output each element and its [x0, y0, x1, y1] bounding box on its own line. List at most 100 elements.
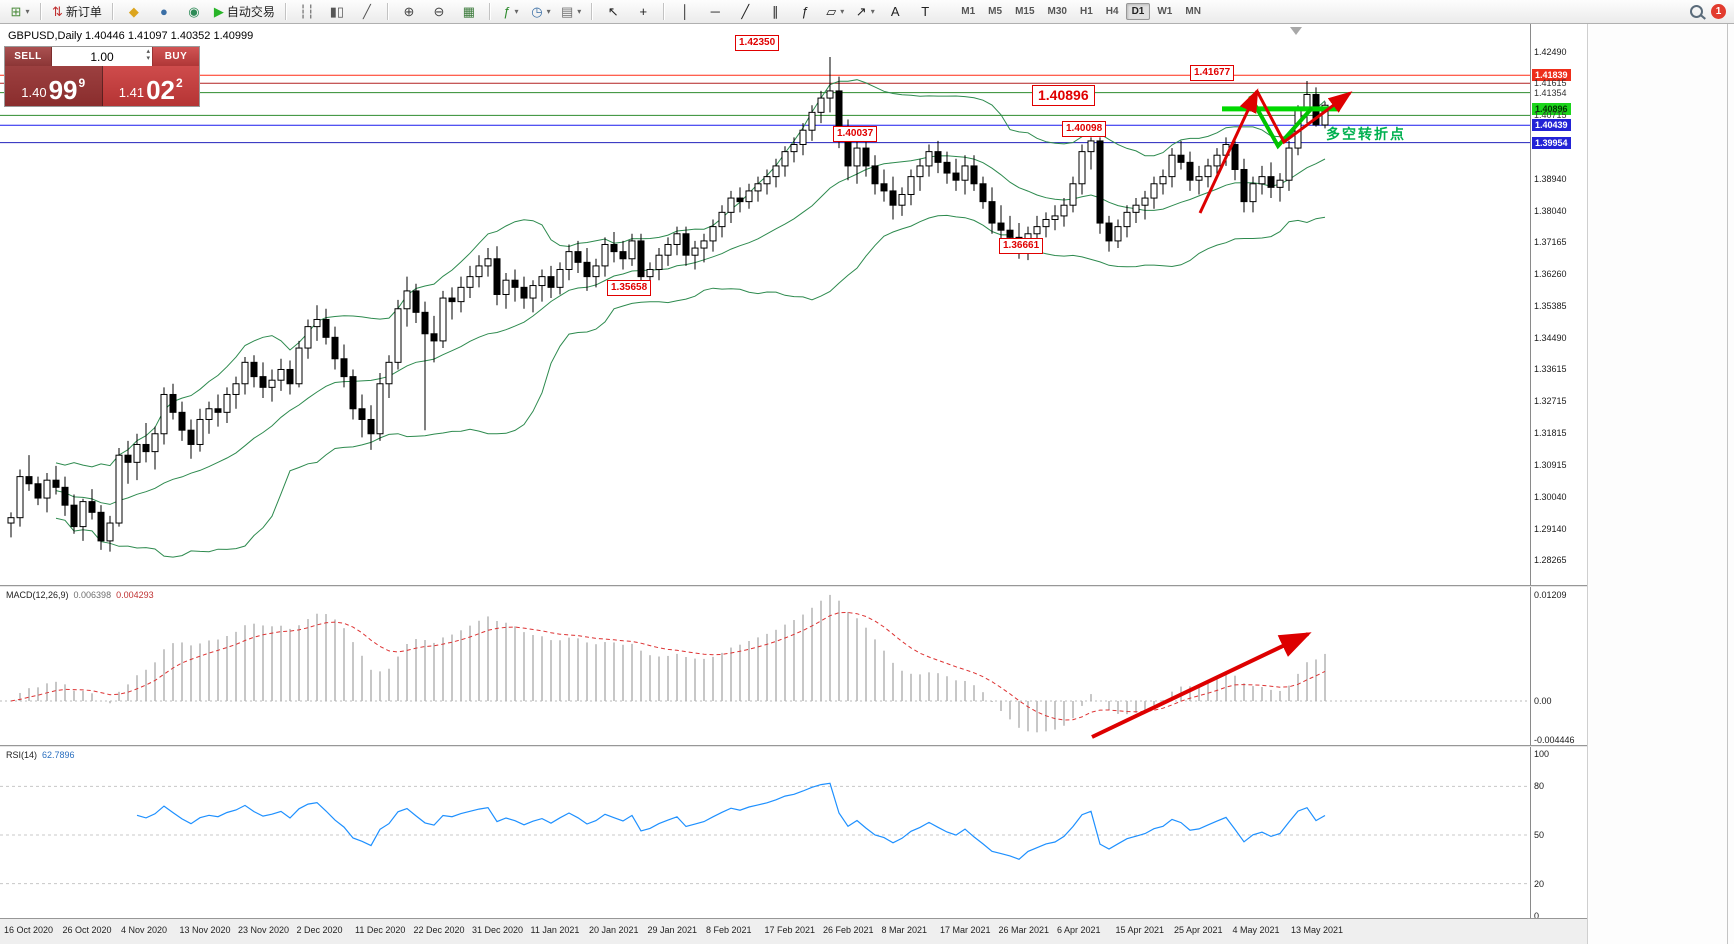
text-tool-button[interactable]: A: [881, 1, 909, 23]
chart-symbol-ohlc-line: GBPUSD,Daily 1.40446 1.41097 1.40352 1.4…: [8, 30, 254, 42]
chart-line-button[interactable]: ╱: [353, 1, 381, 23]
price-annotation[interactable]: 1.40037: [833, 125, 878, 142]
toolbar-separator: [488, 3, 491, 20]
autotrading-button[interactable]: ▶ 自动交易: [210, 1, 279, 23]
templates-button[interactable]: ▤ ▾: [557, 1, 585, 23]
chevron-down-icon: ▾: [514, 7, 519, 16]
axis-label: 1.31815: [1534, 428, 1567, 439]
label-tool-button[interactable]: T: [911, 1, 939, 23]
sell-price-point: 9: [78, 76, 86, 90]
buy-price-panel[interactable]: 1.41 02 2: [102, 66, 199, 106]
rsi-indicator-label: RSI(14) 62.7896: [6, 750, 75, 760]
timeframe-mn-button[interactable]: MN: [1185, 6, 1201, 17]
tile-windows-button[interactable]: ▦: [455, 1, 483, 23]
new-order-label: 新订单: [65, 5, 102, 19]
spinner-up-icon[interactable]: ▴: [146, 48, 150, 55]
macd-signal-line: [10, 611, 1326, 721]
timeframe-h4-button[interactable]: H4: [1105, 6, 1119, 17]
periods-button[interactable]: ◷ ▾: [527, 1, 555, 23]
timeframe-m15-button[interactable]: M15: [1015, 6, 1035, 17]
timeframe-d1-button[interactable]: D1: [1125, 3, 1151, 20]
axis-label: 1.41354: [1534, 87, 1567, 98]
vertical-line-icon: │: [681, 4, 690, 19]
volume-input[interactable]: [52, 48, 152, 65]
arrows-tool-button[interactable]: ↗ ▾: [851, 1, 879, 23]
price-annotation[interactable]: 1.40896: [1032, 84, 1095, 106]
rsi-panel-separator[interactable]: [0, 745, 1587, 747]
new-chart-button[interactable]: ⊞ ▾: [6, 1, 34, 23]
rsi-value: 62.7896: [42, 750, 75, 760]
autotrading-icon: ▶: [213, 4, 224, 19]
zoom-in-button[interactable]: ⊕: [395, 1, 423, 23]
date-label: 13 Nov 2020: [179, 925, 231, 935]
vertical-line-button[interactable]: │: [671, 1, 699, 23]
date-label: 8 Feb 2021: [706, 925, 752, 935]
toolbar-separator: [591, 3, 594, 20]
axis-label: 1.33615: [1534, 363, 1567, 374]
price-annotation[interactable]: 1.40098: [1062, 121, 1107, 138]
toolbar-separator: [40, 3, 42, 20]
macd-panel-separator[interactable]: [0, 585, 1587, 587]
date-label: 17 Mar 2021: [940, 925, 991, 935]
horizontal-line-button[interactable]: ─: [701, 1, 729, 23]
price-annotation[interactable]: 1.36661: [999, 238, 1044, 255]
channel-button[interactable]: ∥: [761, 1, 789, 23]
timeframe-m30-button[interactable]: M30: [1047, 6, 1067, 17]
price-annotation[interactable]: 1.41677: [1190, 65, 1235, 82]
timeframe-m5-button[interactable]: M5: [988, 6, 1003, 17]
chart-candles-button[interactable]: ▮▯: [323, 1, 351, 23]
community-button[interactable]: ●: [150, 1, 178, 23]
bollinger-band-line: [55, 155, 1326, 505]
axis-label: 1.37165: [1534, 237, 1567, 248]
axis-label: 80: [1534, 781, 1545, 792]
price-axis[interactable]: 1.42490 1.41839 1.41615 1.41354 1.40896 1.407…: [1532, 24, 1586, 921]
fibonacci-button[interactable]: ƒ: [791, 1, 819, 23]
volume-spinner[interactable]: ▴ ▾: [146, 48, 150, 62]
sell-button[interactable]: SELL: [5, 47, 52, 66]
timeframe-h1-button[interactable]: H1: [1079, 6, 1093, 17]
sell-price-panel[interactable]: 1.40 99 9: [5, 66, 103, 106]
timeframe-m1-button[interactable]: M1: [961, 6, 976, 17]
crosshair-button[interactable]: +: [629, 1, 657, 23]
buy-button[interactable]: BUY: [152, 47, 199, 66]
axis-label: 1.40715: [1534, 110, 1567, 121]
axis-label: 1.42490: [1534, 47, 1567, 57]
date-label: 13 May 2021: [1291, 925, 1344, 935]
window-right-margin: [1587, 24, 1734, 944]
rsi-name: RSI(14): [6, 750, 38, 760]
date-label: 4 Nov 2020: [121, 925, 168, 935]
chevron-down-icon: ▾: [546, 7, 551, 16]
turning-point-label[interactable]: 多空转折点: [1326, 126, 1406, 142]
zoom-out-button[interactable]: ⊖: [425, 1, 453, 23]
new-chart-icon: ⊞: [10, 4, 22, 19]
chart-bars-button[interactable]: ┆┆: [293, 1, 321, 23]
cursor-button[interactable]: ↖: [599, 1, 627, 23]
search-icon[interactable]: [1690, 5, 1703, 18]
axis-label: 100: [1534, 749, 1550, 759]
spinner-down-icon[interactable]: ▾: [146, 55, 150, 62]
trendline-button[interactable]: ╱: [731, 1, 759, 23]
indicators-button[interactable]: ƒ ▾: [497, 1, 525, 23]
shapes-button[interactable]: ▱ ▾: [821, 1, 849, 23]
chart-candles-icon: ▮▯: [329, 4, 345, 19]
axis-label: 20: [1534, 878, 1545, 889]
time-axis[interactable]: 16 Oct 2020 26 Oct 2020 4 Nov 2020 13 Nov 2…: [0, 918, 1587, 944]
price-annotation[interactable]: 1.35658: [607, 279, 652, 296]
macd-indicator-label: MACD(12,26,9) 0.006398 0.004293: [6, 590, 154, 600]
axis-label: 1.40896: [1532, 102, 1571, 115]
axis-label: 1.41839: [1532, 69, 1571, 82]
axis-label: 1.29140: [1534, 523, 1567, 534]
price-annotation[interactable]: 1.42350: [735, 34, 780, 51]
metaeditor-button[interactable]: ◆: [120, 1, 148, 23]
metaeditor-icon: ◆: [128, 4, 139, 19]
date-label: 23 Nov 2020: [238, 925, 290, 935]
new-order-button[interactable]: ⇅ 新订单: [48, 1, 106, 23]
market-button[interactable]: ◉: [180, 1, 208, 23]
toolbar-separator: [284, 3, 287, 20]
periods-icon: ◷: [531, 4, 543, 19]
volume-stepper[interactable]: ▴▾: [52, 47, 152, 66]
date-label: 17 Feb 2021: [764, 925, 816, 935]
timeframe-w1-button[interactable]: W1: [1157, 6, 1173, 17]
notification-badge[interactable]: 1: [1711, 4, 1726, 19]
